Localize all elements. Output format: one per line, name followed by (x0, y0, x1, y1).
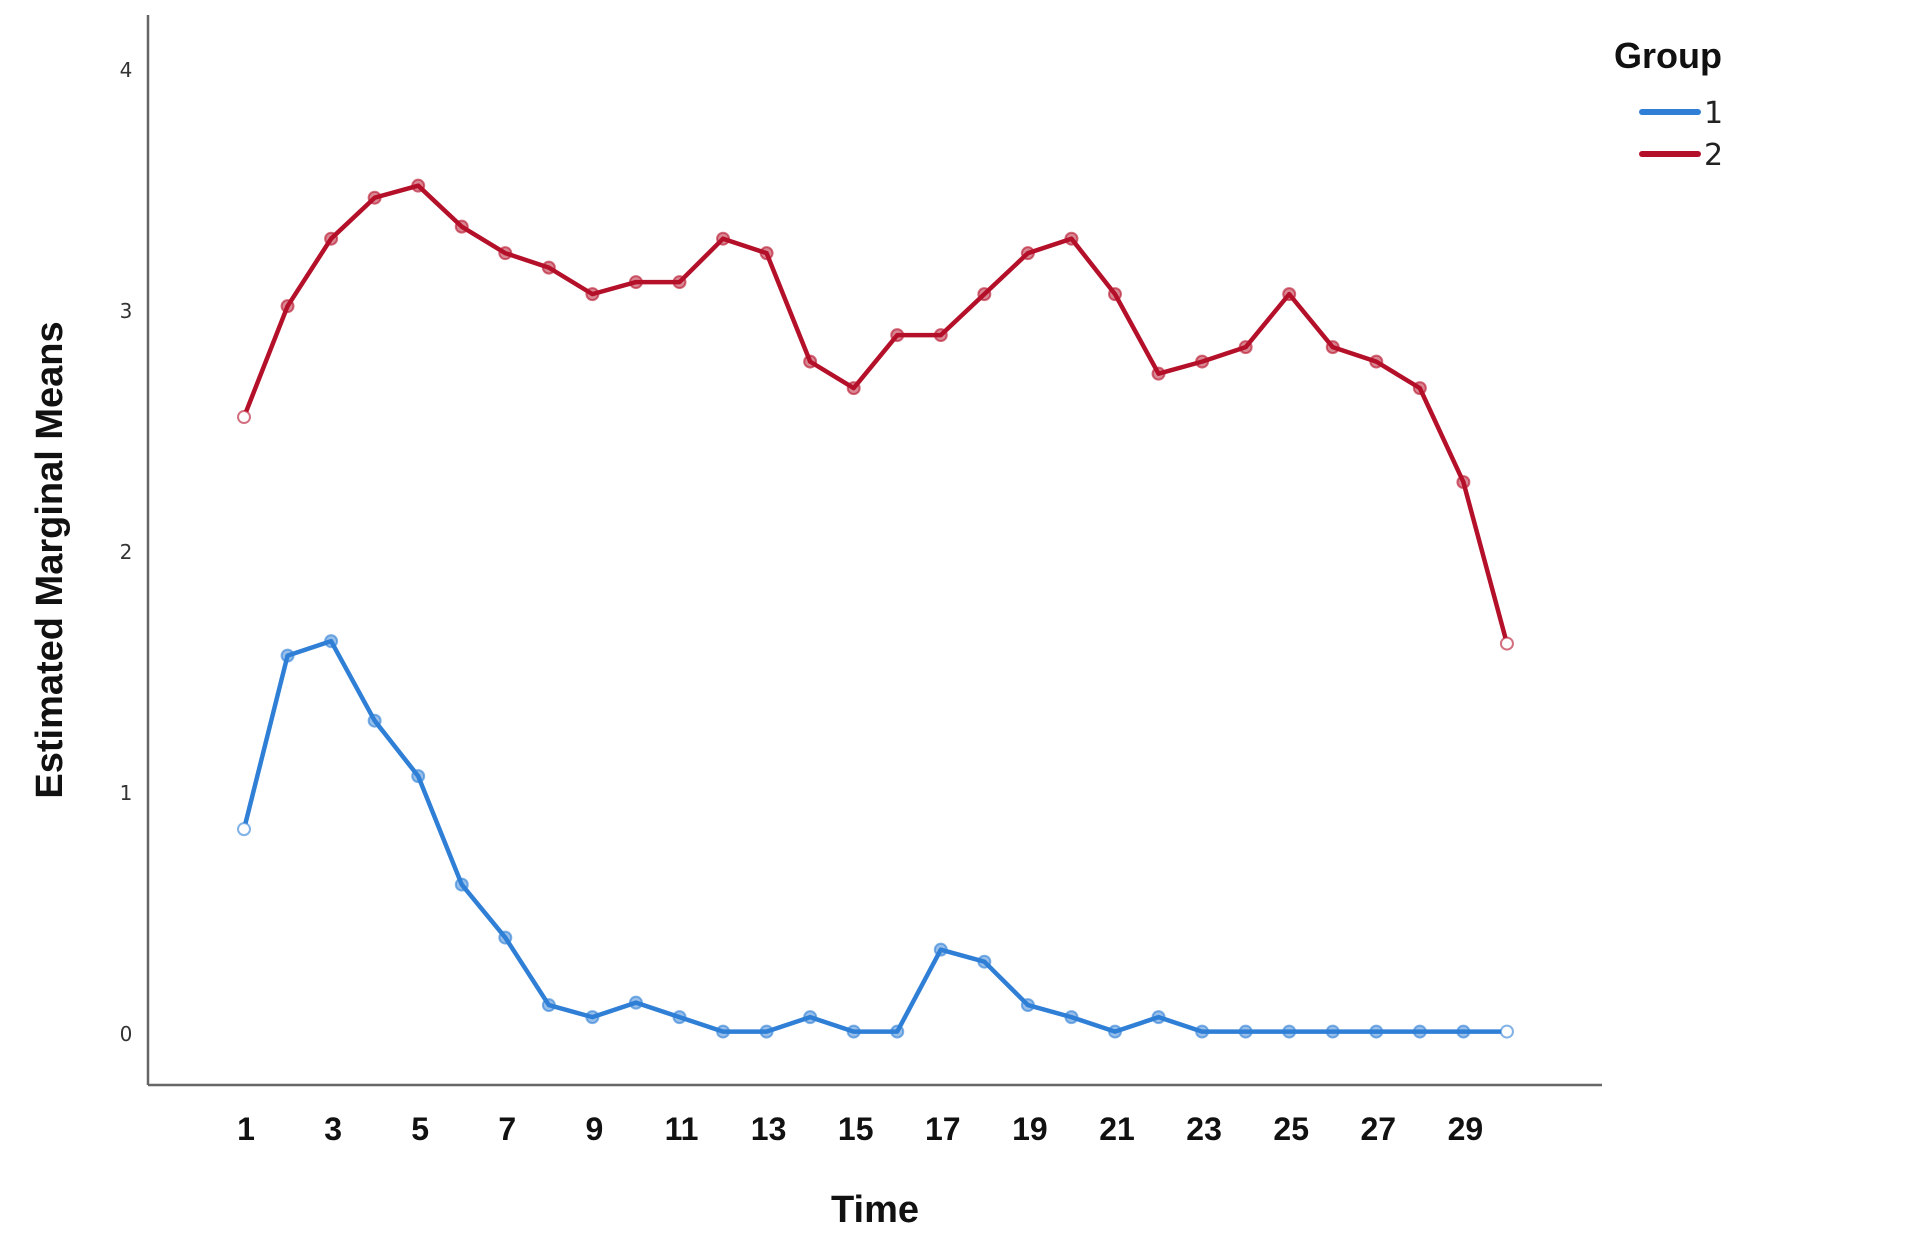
data-point (1108, 287, 1122, 302)
x-tick-label: 19 (1012, 1111, 1048, 1147)
data-point (498, 930, 513, 945)
data-point (1195, 1024, 1210, 1039)
x-tick-label: 1 (237, 1111, 255, 1147)
data-point (1456, 1024, 1471, 1039)
data-point (411, 178, 426, 193)
series-1 (237, 634, 1514, 1039)
data-point (803, 354, 818, 369)
y-tick-label: 1 (120, 781, 133, 805)
data-point (324, 231, 339, 246)
data-point (759, 1024, 774, 1039)
data-point (367, 190, 382, 205)
y-tick-label: 2 (120, 540, 133, 564)
x-tick-label: 17 (925, 1111, 961, 1147)
data-point (1456, 475, 1471, 490)
data-point (280, 648, 295, 663)
data-point (1325, 340, 1340, 355)
data-point (1151, 366, 1166, 381)
x-tick-label: 23 (1186, 1111, 1222, 1147)
data-point (1108, 1024, 1122, 1039)
data-point (716, 1024, 731, 1039)
data-point (1412, 1024, 1427, 1039)
y-axis-label: Estimated Marginal Means (29, 321, 71, 798)
series-line (241, 183, 1510, 645)
data-point (1282, 1024, 1297, 1039)
data-point (628, 995, 643, 1010)
data-point (541, 260, 556, 275)
data-point (1369, 354, 1384, 369)
data-point (367, 713, 382, 728)
data-point (846, 1024, 861, 1039)
data-point (324, 634, 339, 649)
data-point (977, 954, 992, 969)
legend-item: 2 (1639, 138, 1723, 173)
legend-label: 1 (1704, 96, 1723, 131)
y-tick-label: 0 (120, 1022, 133, 1046)
data-point (1064, 1010, 1079, 1025)
x-tick-label: 13 (751, 1111, 787, 1147)
data-point (1369, 1024, 1384, 1039)
legend-label: 2 (1704, 138, 1723, 173)
data-point (237, 410, 251, 425)
y-tick-label: 3 (120, 299, 133, 323)
data-point (1325, 1024, 1340, 1039)
data-point (1238, 1024, 1253, 1039)
data-point (1282, 287, 1297, 302)
data-point (716, 231, 731, 246)
data-point (759, 246, 774, 261)
data-point (454, 219, 469, 234)
data-point (1151, 1010, 1166, 1025)
data-point (933, 942, 948, 957)
data-point (977, 287, 992, 302)
x-tick-label: 21 (1099, 1111, 1135, 1147)
x-tick-label: 25 (1273, 1111, 1309, 1147)
data-point (411, 769, 426, 784)
data-point (672, 275, 687, 290)
series-2 (237, 178, 1514, 651)
x-tick-label: 11 (665, 1111, 699, 1147)
data-point (280, 299, 295, 314)
data-point (585, 287, 600, 302)
data-point (1499, 636, 1514, 651)
y-tick-label: 4 (120, 58, 133, 82)
data-point (1020, 998, 1035, 1013)
data-point (454, 877, 469, 892)
data-point (803, 1010, 818, 1025)
x-axis-label: Time (831, 1189, 919, 1231)
data-point (498, 246, 513, 261)
data-point (541, 998, 556, 1013)
data-point (237, 822, 251, 837)
data-point (1195, 354, 1210, 369)
data-point (672, 1010, 687, 1025)
data-point (1499, 1024, 1514, 1039)
data-point (628, 275, 643, 290)
legend-item: 1 (1639, 96, 1723, 131)
data-point (1412, 381, 1427, 396)
x-tick-label: 7 (498, 1111, 516, 1147)
data-point (890, 328, 905, 343)
legend-title: Group (1614, 35, 1722, 76)
x-tick-label: 3 (324, 1111, 342, 1147)
data-point (1238, 340, 1253, 355)
x-tick-label: 5 (411, 1111, 429, 1147)
x-tick-label: 29 (1448, 1111, 1484, 1147)
x-tick-label: 15 (838, 1111, 874, 1147)
data-point (585, 1010, 600, 1025)
x-tick-label: 9 (586, 1111, 604, 1147)
x-tick-label: 27 (1361, 1111, 1397, 1147)
data-point (1064, 231, 1079, 246)
legend: Group 1 2 (1614, 35, 1723, 173)
data-point (890, 1024, 905, 1039)
series-line (241, 638, 1507, 1034)
data-point (846, 381, 861, 396)
data-point (1020, 246, 1035, 261)
data-point (933, 328, 948, 343)
